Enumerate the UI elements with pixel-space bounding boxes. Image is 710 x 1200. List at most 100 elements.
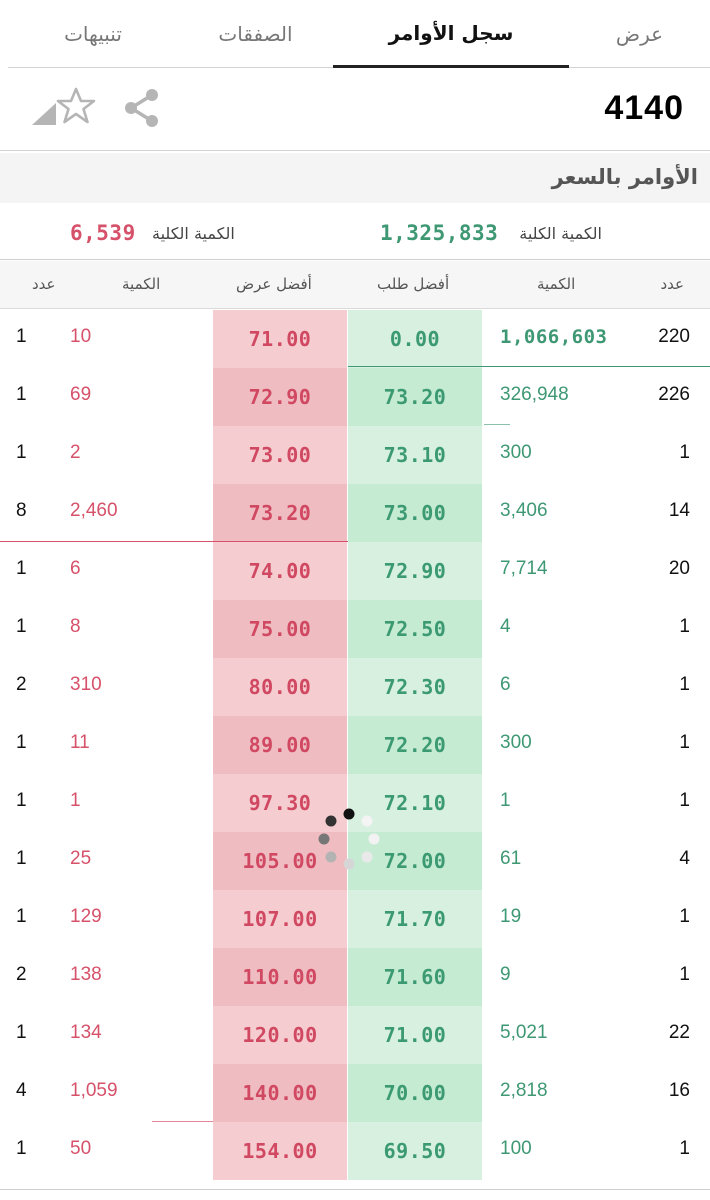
ask-qty: 50 — [70, 1138, 92, 1159]
ask-qty: 10 — [70, 326, 92, 347]
bottom-divider — [0, 1189, 710, 1190]
header-bid-qty: الكمية — [537, 275, 576, 293]
order-book-row[interactable]: 2 138 110.00 71.60 9 1 — [0, 948, 710, 1006]
bid-qty: 326,948 — [500, 384, 569, 405]
order-book-row[interactable]: 1 6 74.00 72.90 7,714 20 — [0, 542, 710, 600]
ask-price: 110.00 — [213, 948, 347, 1006]
bid-qty: 6 — [500, 674, 511, 695]
ask-price: 107.00 — [213, 890, 347, 948]
ask-count: 1 — [16, 1138, 27, 1159]
bid-qty: 1,066,603 — [500, 326, 608, 348]
bid-total-label: الكمية الكلية — [519, 224, 602, 243]
ask-price: 71.00 — [213, 310, 347, 368]
bid-qty: 300 — [500, 732, 532, 753]
ask-count: 1 — [16, 790, 27, 811]
ask-price: 75.00 — [213, 600, 347, 658]
order-book-row[interactable]: 1 8 75.00 72.50 4 1 — [0, 600, 710, 658]
ask-price: 73.00 — [213, 426, 347, 484]
ask-count: 2 — [16, 674, 27, 695]
tab-orderbook[interactable]: سجل الأوامر — [333, 0, 569, 68]
bid-qty: 2,818 — [500, 1080, 548, 1101]
ask-qty: 25 — [70, 848, 92, 869]
bid-qty: 1 — [500, 790, 511, 811]
ask-price: 154.00 — [213, 1122, 347, 1180]
ask-count: 1 — [16, 732, 27, 753]
tab-view[interactable]: عرض — [615, 22, 664, 46]
ask-count: 8 — [16, 500, 27, 521]
ask-qty: 134 — [70, 1022, 102, 1043]
tab-trades[interactable]: الصفقات — [218, 22, 293, 46]
share-icon[interactable] — [122, 87, 162, 129]
bid-price: 69.50 — [348, 1122, 482, 1180]
tab-bar: تنبيهات الصفقات سجل الأوامر عرض — [8, 0, 710, 68]
header-best-bid: أفضل طلب — [377, 275, 450, 293]
ask-price: 105.00 — [213, 832, 347, 890]
bid-count: 1 — [679, 616, 690, 637]
bid-count: 16 — [668, 1080, 690, 1101]
bid-qty: 4 — [500, 616, 511, 637]
bid-price: 73.10 — [348, 426, 482, 484]
order-book-row[interactable]: 1 134 120.00 71.00 5,021 22 — [0, 1006, 710, 1064]
bid-price: 72.30 — [348, 658, 482, 716]
symbol-header: 4140 — [0, 69, 710, 151]
ask-divider — [0, 541, 348, 542]
bid-price: 71.00 — [348, 1006, 482, 1064]
order-book-row[interactable]: 1 129 107.00 71.70 19 1 — [0, 890, 710, 948]
ask-price: 140.00 — [213, 1064, 347, 1122]
order-book-row[interactable]: 1 50 154.00 69.50 100 1 — [0, 1122, 710, 1180]
order-book-row[interactable]: 1 10 71.00 0.00 1,066,603 220 — [0, 310, 710, 368]
ask-qty: 1,059 — [70, 1080, 118, 1101]
ask-qty: 11 — [70, 732, 90, 753]
ask-qty: 8 — [70, 616, 81, 637]
tab-alerts[interactable]: تنبيهات — [64, 22, 122, 46]
header-best-ask: أفضل عرض — [236, 275, 312, 293]
header-bid-count: عدد — [660, 275, 684, 293]
star-outline-icon[interactable] — [56, 87, 96, 125]
order-book-row[interactable]: 1 11 89.00 72.20 300 1 — [0, 716, 710, 774]
bid-price: 71.60 — [348, 948, 482, 1006]
ask-count: 1 — [16, 326, 27, 347]
section-title: الأوامر بالسعر — [551, 165, 698, 189]
ask-qty: 6 — [70, 558, 81, 579]
loading-spinner-icon — [318, 808, 380, 870]
ask-divider-tick — [152, 1121, 213, 1122]
totals-bar: الكمية الكلية 1,325,833 الكمية الكلية 6,… — [0, 205, 710, 260]
ask-price: 97.30 — [213, 774, 347, 832]
bid-price: 70.00 — [348, 1064, 482, 1122]
bid-count: 1 — [679, 964, 690, 985]
ask-count: 1 — [16, 442, 27, 463]
ask-price: 120.00 — [213, 1006, 347, 1064]
ask-price: 89.00 — [213, 716, 347, 774]
bid-qty: 61 — [500, 848, 522, 869]
order-book-row[interactable]: 1 1 97.30 72.10 1 1 — [0, 774, 710, 832]
bid-qty: 9 — [500, 964, 511, 985]
ask-qty: 129 — [70, 906, 102, 927]
bid-qty: 19 — [500, 906, 522, 927]
order-book-row[interactable]: 8 2,460 73.20 73.00 3,406 14 — [0, 484, 710, 542]
bid-price: 73.20 — [348, 368, 482, 426]
ask-qty: 310 — [70, 674, 102, 695]
ask-count: 1 — [16, 616, 27, 637]
ask-qty: 2 — [70, 442, 81, 463]
bid-count: 1 — [679, 1138, 690, 1159]
symbol-code: 4140 — [604, 89, 684, 127]
bid-count: 20 — [668, 558, 690, 579]
order-book-row[interactable]: 4 1,059 140.00 70.00 2,818 16 — [0, 1064, 710, 1122]
bid-price: 71.70 — [348, 890, 482, 948]
order-book-row[interactable]: 1 2 73.00 73.10 300 1 — [0, 426, 710, 484]
bid-count: 1 — [679, 442, 690, 463]
bid-total-value: 1,325,833 — [380, 221, 499, 245]
ask-price: 73.20 — [213, 484, 347, 542]
bid-price: 0.00 — [348, 310, 482, 368]
ask-qty: 138 — [70, 964, 102, 985]
order-book-row[interactable]: 1 69 72.90 73.20 326,948 226 — [0, 368, 710, 426]
bid-best-divider — [348, 366, 710, 367]
ask-qty: 1 — [70, 790, 81, 811]
header-ask-count: عدد — [32, 275, 56, 293]
ask-price: 80.00 — [213, 658, 347, 716]
bid-count: 1 — [679, 732, 690, 753]
corner-triangle-icon — [32, 103, 56, 125]
order-book-row[interactable]: 2 310 80.00 72.30 6 1 — [0, 658, 710, 716]
header-ask-qty: الكمية — [122, 275, 161, 293]
ask-total-value: 6,539 — [70, 221, 136, 245]
